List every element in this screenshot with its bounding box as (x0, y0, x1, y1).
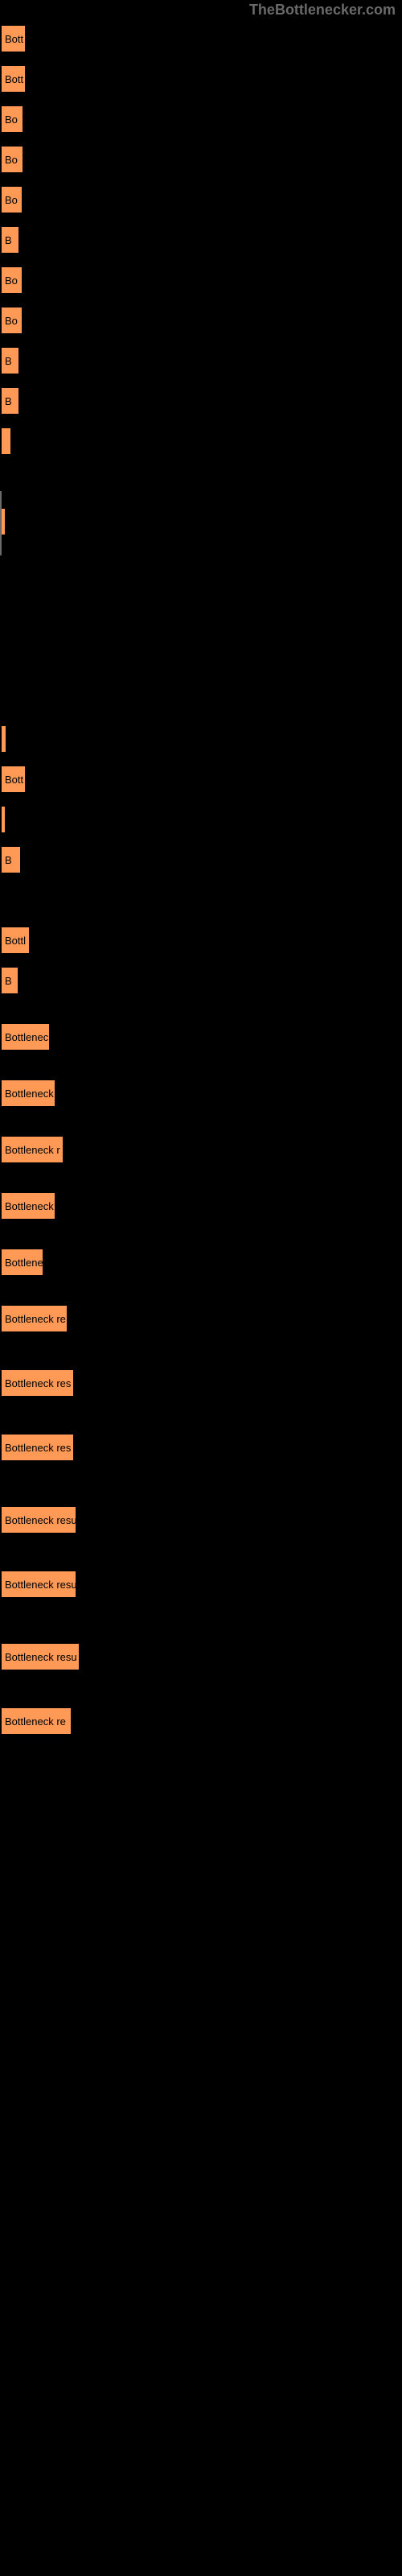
bar: Bo (0, 266, 23, 295)
bar: Bottleneck re (0, 1707, 72, 1736)
bar: Bo (0, 105, 24, 134)
bar: Bottleneck (0, 1191, 56, 1220)
bar-row: Bottleneck (0, 1079, 56, 1108)
bar-row: Bott (0, 24, 27, 53)
bar-row (0, 427, 12, 456)
bar: Bott (0, 765, 27, 794)
bar: Bott (0, 24, 27, 53)
bar: Bo (0, 145, 24, 174)
bar-row (0, 805, 6, 834)
bar-row: B (0, 346, 20, 375)
bar: B (0, 225, 20, 254)
bar: Bottleneck resu (0, 1505, 77, 1534)
bar: Bottl (0, 926, 31, 955)
bar-row: B (0, 225, 20, 254)
bar: Bo (0, 306, 23, 335)
bar-row: Bottleneck res (0, 1433, 75, 1462)
bar-row: B (0, 966, 19, 995)
bar-row: B (0, 845, 22, 874)
bar-row: Bott (0, 765, 27, 794)
bar: Bottleneck (0, 1079, 56, 1108)
bar-row: Bottl (0, 926, 31, 955)
bar-row: Bo (0, 266, 23, 295)
bar: B (0, 966, 19, 995)
bar-row: Bottlene (0, 1248, 44, 1277)
bar-row (0, 724, 7, 753)
bar: B (0, 386, 20, 415)
bar-row: Bottleneck res (0, 1368, 75, 1397)
bar (0, 805, 6, 834)
bar: Bo (0, 185, 23, 214)
bar-row: Bottleneck (0, 1191, 56, 1220)
bar: B (0, 346, 20, 375)
bar-row: Bott (0, 64, 27, 93)
bar: Bottleneck res (0, 1368, 75, 1397)
bar-row: Bottleneck resu (0, 1505, 77, 1534)
bar-row: Bo (0, 145, 24, 174)
bar: Bottleneck re (0, 1304, 68, 1333)
bar: B (0, 845, 22, 874)
axis-line (0, 491, 2, 555)
bar: Bott (0, 64, 27, 93)
bar-row: Bottleneck r (0, 1135, 64, 1164)
bar (0, 724, 7, 753)
bar: Bottlene (0, 1248, 44, 1277)
bar: Bottleneck resu (0, 1642, 80, 1671)
bottleneck-chart: BottBottBoBoBoBBoBoBBBottBBottlBBottlene… (0, 0, 402, 2576)
bar-row: Bo (0, 306, 23, 335)
bar: Bottleneck r (0, 1135, 64, 1164)
bar (0, 427, 12, 456)
bar-row: Bottleneck re (0, 1707, 72, 1736)
bar: Bottlenec (0, 1022, 51, 1051)
bar-row: Bottleneck resu (0, 1570, 77, 1599)
bar-row: Bottleneck re (0, 1304, 68, 1333)
bar-row: Bottlenec (0, 1022, 51, 1051)
bar-row: Bo (0, 105, 24, 134)
bar: Bottleneck resu (0, 1570, 77, 1599)
bar-row: B (0, 386, 20, 415)
bar-row: Bo (0, 185, 23, 214)
bar: Bottleneck res (0, 1433, 75, 1462)
bar-row: Bottleneck resu (0, 1642, 80, 1671)
